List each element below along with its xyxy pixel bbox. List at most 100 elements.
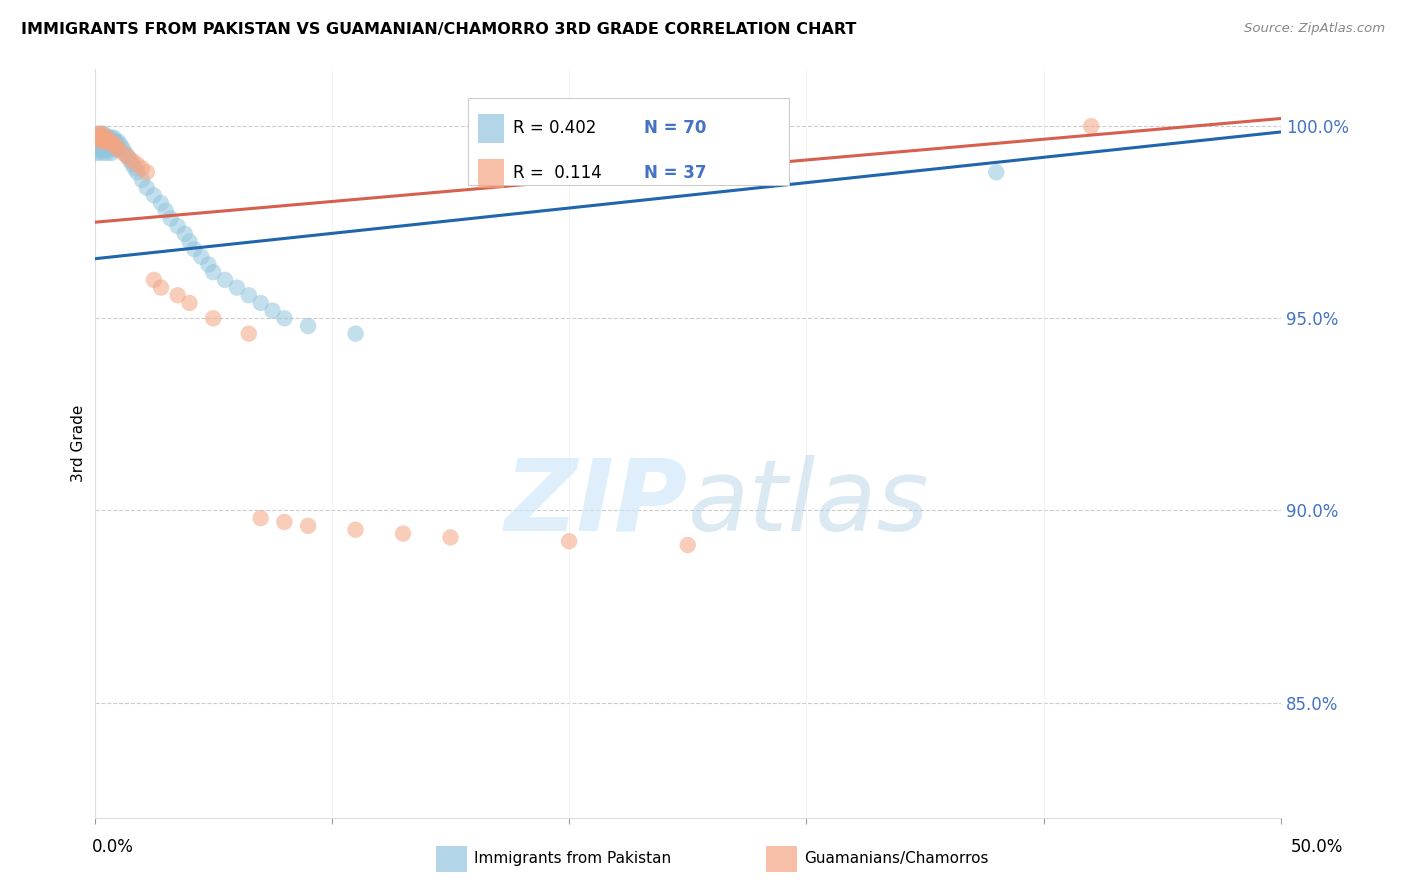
- Point: [90, 130, 112, 145]
- Point: [131, 161, 153, 176]
- Point: [103, 135, 125, 149]
- Point: [120, 153, 142, 168]
- Point: [676, 538, 699, 552]
- Point: [100, 135, 122, 149]
- Point: [273, 311, 295, 326]
- Point: [86, 138, 108, 153]
- Y-axis label: 3rd Grade: 3rd Grade: [72, 405, 86, 482]
- Point: [1080, 119, 1102, 133]
- Point: [112, 146, 135, 161]
- Point: [90, 127, 112, 141]
- Point: [110, 138, 132, 153]
- Point: [96, 135, 118, 149]
- Point: [90, 135, 112, 149]
- Point: [96, 130, 118, 145]
- Text: ZIP: ZIP: [505, 455, 688, 551]
- Point: [150, 280, 173, 294]
- Point: [103, 138, 125, 153]
- Point: [439, 530, 461, 544]
- Point: [86, 135, 108, 149]
- Point: [135, 180, 157, 194]
- Point: [93, 130, 115, 145]
- Point: [100, 135, 122, 149]
- Point: [131, 173, 153, 187]
- Point: [197, 258, 219, 272]
- Point: [166, 288, 188, 302]
- Point: [127, 165, 149, 179]
- Point: [117, 150, 139, 164]
- Point: [89, 127, 111, 141]
- Point: [249, 296, 271, 310]
- Point: [90, 130, 112, 145]
- Point: [104, 138, 127, 153]
- Point: [104, 142, 127, 156]
- Point: [103, 130, 125, 145]
- Point: [97, 135, 120, 149]
- Point: [238, 288, 260, 302]
- Point: [190, 250, 212, 264]
- Point: [97, 135, 120, 149]
- Text: R = 0.402: R = 0.402: [513, 120, 596, 137]
- Point: [142, 188, 165, 202]
- Point: [86, 127, 108, 141]
- Text: Guamanians/Chamorros: Guamanians/Chamorros: [804, 851, 988, 865]
- Point: [297, 519, 319, 533]
- Point: [166, 219, 188, 233]
- Point: [100, 130, 122, 145]
- Point: [93, 135, 115, 149]
- Point: [558, 534, 581, 549]
- Point: [179, 296, 201, 310]
- Point: [121, 153, 143, 168]
- Point: [202, 265, 225, 279]
- Point: [86, 146, 108, 161]
- Point: [104, 135, 127, 149]
- Point: [238, 326, 260, 341]
- Point: [117, 150, 139, 164]
- Point: [173, 227, 195, 241]
- Point: [90, 127, 112, 141]
- Point: [89, 130, 111, 145]
- Point: [100, 146, 122, 161]
- Point: [103, 138, 125, 153]
- FancyBboxPatch shape: [478, 159, 503, 187]
- Point: [986, 165, 1008, 179]
- Point: [273, 515, 295, 529]
- Text: atlas: atlas: [688, 455, 929, 551]
- Point: [96, 142, 118, 156]
- Point: [344, 326, 367, 341]
- Point: [114, 146, 136, 161]
- Point: [86, 142, 108, 156]
- Point: [96, 138, 118, 153]
- Point: [89, 135, 111, 149]
- Point: [121, 158, 143, 172]
- Point: [96, 135, 118, 149]
- Text: Source: ZipAtlas.com: Source: ZipAtlas.com: [1244, 22, 1385, 36]
- Point: [90, 138, 112, 153]
- Point: [262, 303, 284, 318]
- Text: N = 37: N = 37: [644, 164, 706, 183]
- Point: [112, 142, 135, 156]
- Point: [97, 142, 120, 156]
- Point: [89, 142, 111, 156]
- Text: 50.0%: 50.0%: [1291, 838, 1343, 856]
- Point: [93, 142, 115, 156]
- Point: [107, 142, 129, 156]
- Point: [226, 280, 249, 294]
- Point: [97, 130, 120, 145]
- Point: [89, 127, 111, 141]
- Point: [183, 242, 205, 256]
- Point: [135, 165, 157, 179]
- Point: [142, 273, 165, 287]
- Point: [159, 211, 181, 226]
- Point: [344, 523, 367, 537]
- Point: [107, 142, 129, 156]
- Point: [392, 526, 415, 541]
- Point: [214, 273, 236, 287]
- Point: [179, 235, 201, 249]
- Text: R =  0.114: R = 0.114: [513, 164, 602, 183]
- Point: [90, 135, 112, 149]
- Point: [93, 127, 115, 141]
- Point: [96, 146, 118, 161]
- Point: [86, 130, 108, 145]
- Point: [90, 142, 112, 156]
